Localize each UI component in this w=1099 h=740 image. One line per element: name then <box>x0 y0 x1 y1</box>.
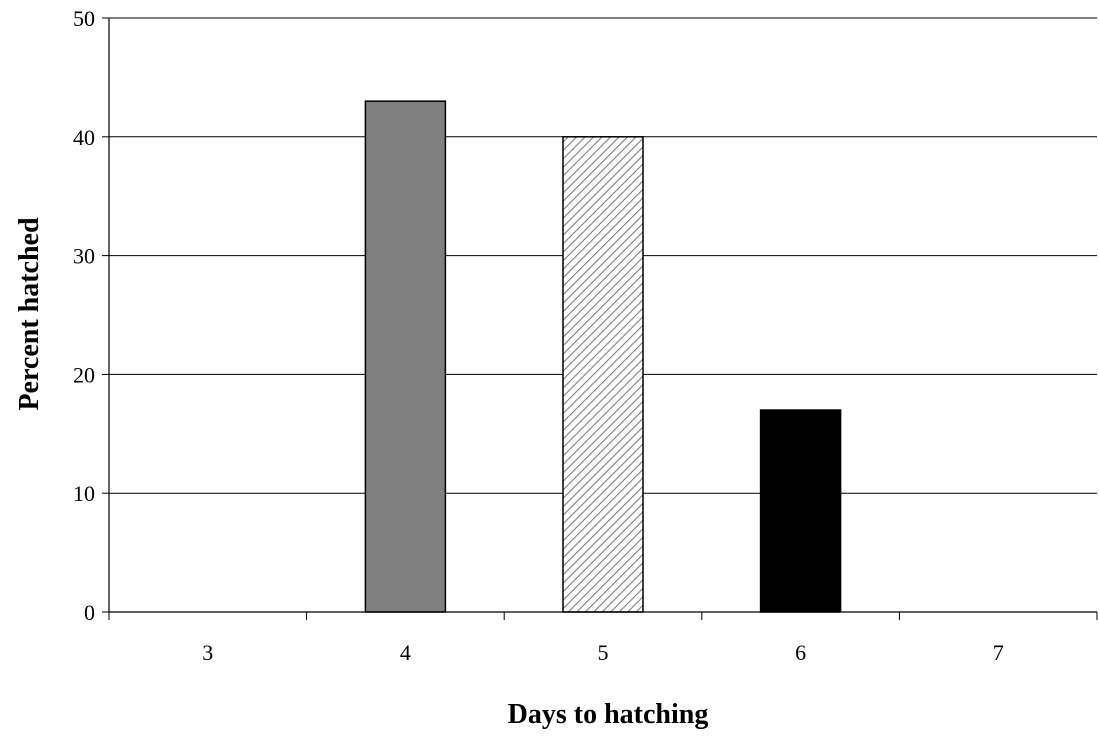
y-tick-label-0: 0 <box>84 600 95 625</box>
x-axis-title: Days to hatching <box>508 699 709 730</box>
y-tick-label-50: 50 <box>73 6 95 31</box>
tick-labels: 0 10 20 30 40 50 3 4 5 6 7 <box>73 6 1004 665</box>
x-tick-label-7: 7 <box>993 640 1004 665</box>
y-axis-title: Percent hatched <box>14 217 45 411</box>
bar-5 <box>562 136 644 613</box>
bar-4 <box>364 100 447 613</box>
y-tick-label-30: 30 <box>73 244 95 269</box>
x-tick-label-4: 4 <box>400 640 411 665</box>
y-tick-label-40: 40 <box>73 125 95 150</box>
x-tick-label-5: 5 <box>598 640 609 665</box>
axes <box>102 17 1098 620</box>
x-tick-label-3: 3 <box>202 640 213 665</box>
bar-6 <box>759 409 842 613</box>
bars <box>364 100 842 613</box>
x-tick-label-6: 6 <box>795 640 806 665</box>
y-tick-label-10: 10 <box>73 481 95 506</box>
y-tick-label-20: 20 <box>73 362 95 387</box>
